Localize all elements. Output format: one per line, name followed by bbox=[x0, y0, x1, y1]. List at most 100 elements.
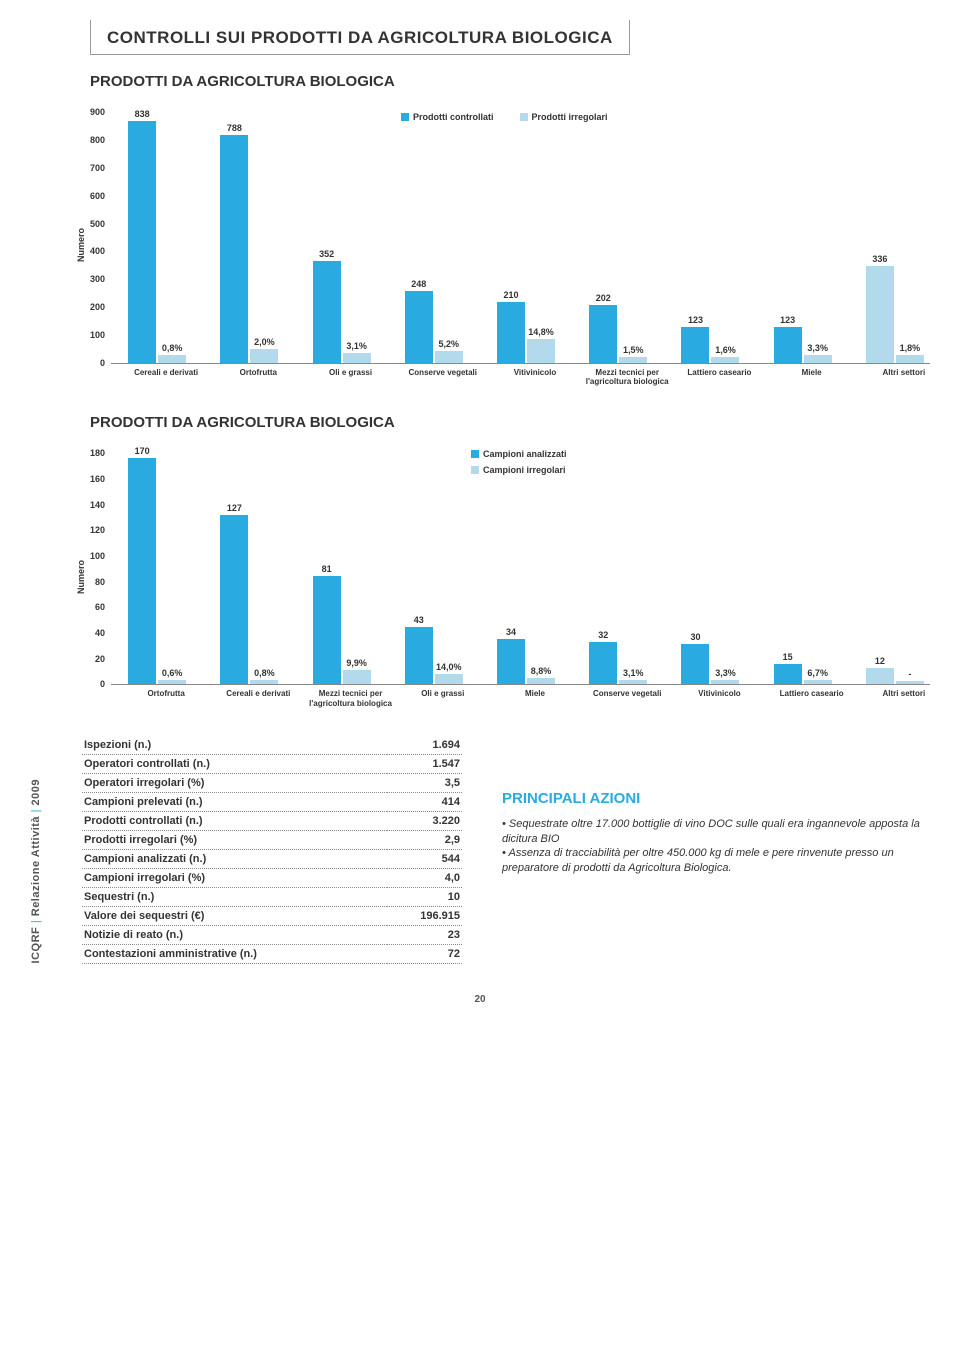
chart1-ylabel: Numero bbox=[76, 228, 86, 262]
action-item: • Assenza di tracciabilità per oltre 450… bbox=[502, 846, 930, 876]
bar-pct: 1,6% bbox=[715, 345, 736, 355]
bar-primary: 838 bbox=[128, 121, 156, 363]
summary-key: Operatori controllati (n.) bbox=[82, 754, 387, 773]
bar-secondary: 0,8% bbox=[158, 355, 186, 363]
summary-key: Contestazioni amministrative (n.) bbox=[82, 944, 387, 963]
actions-box: PRINCIPALI AZIONI • Sequestrate oltre 17… bbox=[502, 736, 930, 964]
x-label: Mezzi tecnici per l'agricoltura biologic… bbox=[304, 685, 396, 707]
bar-primary: 127 bbox=[220, 515, 248, 684]
y-tick: 600 bbox=[90, 192, 105, 201]
x-label: Lattiero caseario bbox=[673, 364, 765, 386]
bar-value: 248 bbox=[411, 279, 426, 289]
y-tick: 80 bbox=[90, 578, 105, 587]
y-tick: 180 bbox=[90, 449, 105, 458]
side-sep1: | bbox=[30, 920, 42, 923]
bar-group: 4314,0% bbox=[388, 627, 480, 684]
legend-label: Prodotti irregolari bbox=[532, 112, 608, 122]
bar-group: 1233,3% bbox=[757, 327, 849, 363]
bar-pct: 3,3% bbox=[807, 343, 828, 353]
table-row: Valore dei sequestri (€)196.915 bbox=[82, 906, 462, 925]
bar-primary: 81 bbox=[313, 576, 341, 684]
summary-val: 72 bbox=[387, 944, 462, 963]
action-item: • Sequestrate oltre 17.000 bottiglie di … bbox=[502, 817, 930, 847]
bar-value: 30 bbox=[690, 632, 700, 642]
bar-secondary: 14,0% bbox=[435, 674, 463, 684]
bar-group: 819,9% bbox=[295, 576, 387, 684]
bar-value: 32 bbox=[598, 630, 608, 640]
y-tick: 300 bbox=[90, 275, 105, 284]
y-tick: 800 bbox=[90, 136, 105, 145]
x-label: Mezzi tecnici per l'agricoltura biologic… bbox=[581, 364, 673, 386]
bar-group: 12- bbox=[849, 668, 941, 684]
bar-value: 34 bbox=[506, 627, 516, 637]
table-row: Campioni analizzati (n.)544 bbox=[82, 849, 462, 868]
table-row: Operatori controllati (n.)1.547 bbox=[82, 754, 462, 773]
y-tick: 120 bbox=[90, 526, 105, 535]
x-label: Altri settori bbox=[858, 364, 950, 386]
y-tick: 500 bbox=[90, 220, 105, 229]
bar-primary: 202 bbox=[589, 305, 617, 363]
page-number: 20 bbox=[30, 994, 930, 1005]
bar-pct: - bbox=[908, 669, 911, 679]
y-tick: 900 bbox=[90, 108, 105, 117]
y-tick: 200 bbox=[90, 303, 105, 312]
chart1-legend: Prodotti controllatiProdotti irregolari bbox=[401, 112, 608, 122]
side-org: ICQRF bbox=[30, 927, 42, 964]
bar-value: 352 bbox=[319, 249, 334, 259]
summary-key: Operatori irregolari (%) bbox=[82, 773, 387, 792]
bar-group: 8380,8% bbox=[111, 121, 203, 363]
summary-val: 2,9 bbox=[387, 830, 462, 849]
chart1-xlabels: Cereali e derivatiOrtofruttaOli e grassi… bbox=[120, 364, 950, 386]
bar-secondary: 0,8% bbox=[250, 680, 278, 684]
table-row: Sequestri (n.)10 bbox=[82, 887, 462, 906]
side-year: 2009 bbox=[30, 779, 42, 805]
bar-primary: 34 bbox=[497, 639, 525, 684]
summary-key: Campioni irregolari (%) bbox=[82, 868, 387, 887]
summary-key: Campioni analizzati (n.) bbox=[82, 849, 387, 868]
bar-group: 323,1% bbox=[572, 642, 664, 685]
table-row: Ispezioni (n.)1.694 bbox=[82, 736, 462, 755]
bar-group: 3361,8% bbox=[849, 266, 941, 363]
bar-pct: 3,1% bbox=[346, 341, 367, 351]
bar-group: 1231,6% bbox=[664, 327, 756, 363]
bar-value: 170 bbox=[135, 446, 150, 456]
bar-value: 123 bbox=[780, 315, 795, 325]
chart2-frame: Numero 020406080100120140160180 Campioni… bbox=[90, 445, 930, 707]
summary-table: Ispezioni (n.)1.694Operatori controllati… bbox=[82, 736, 462, 964]
x-label: Miele bbox=[766, 364, 858, 386]
chart1-plot: Prodotti controllatiProdotti irregolari … bbox=[111, 104, 930, 364]
bar-secondary: 9,9% bbox=[343, 670, 371, 684]
bar-value: 210 bbox=[504, 290, 519, 300]
summary-val: 3,5 bbox=[387, 773, 462, 792]
bar-value: 838 bbox=[135, 109, 150, 119]
bar-value: 788 bbox=[227, 123, 242, 133]
bar-primary: 248 bbox=[405, 291, 433, 363]
summary-key: Notizie di reato (n.) bbox=[82, 925, 387, 944]
summary-key: Prodotti irregolari (%) bbox=[82, 830, 387, 849]
x-label: Oli e grassi bbox=[397, 685, 489, 707]
bar-primary: 30 bbox=[681, 644, 709, 684]
summary-val: 23 bbox=[387, 925, 462, 944]
legend-label: Campioni analizzati bbox=[483, 449, 567, 459]
bar-pct: 3,3% bbox=[715, 668, 736, 678]
summary-val: 196.915 bbox=[387, 906, 462, 925]
bar-pct: 0,8% bbox=[254, 668, 275, 678]
bar-pct: 14,0% bbox=[436, 662, 462, 672]
x-label: Ortofrutta bbox=[212, 364, 304, 386]
table-row: Campioni irregolari (%)4,0 bbox=[82, 868, 462, 887]
y-tick: 0 bbox=[90, 359, 105, 368]
y-tick: 140 bbox=[90, 501, 105, 510]
table-row: Campioni prelevati (n.)414 bbox=[82, 792, 462, 811]
y-tick: 100 bbox=[90, 331, 105, 340]
summary-val: 1.547 bbox=[387, 754, 462, 773]
chart1-title: PRODOTTI DA AGRICOLTURA BIOLOGICA bbox=[90, 73, 930, 90]
bar-primary: 32 bbox=[589, 642, 617, 685]
x-label: Vitivinicolo bbox=[673, 685, 765, 707]
legend-swatch bbox=[401, 113, 409, 121]
table-row: Contestazioni amministrative (n.)72 bbox=[82, 944, 462, 963]
legend-item: Prodotti irregolari bbox=[520, 112, 608, 122]
bar-primary: 170 bbox=[128, 458, 156, 685]
bar-secondary: 14,8% bbox=[527, 339, 555, 363]
legend-item: Campioni analizzati bbox=[471, 449, 567, 459]
chart1-yticks: 0100200300400500600700800900 bbox=[90, 104, 111, 364]
